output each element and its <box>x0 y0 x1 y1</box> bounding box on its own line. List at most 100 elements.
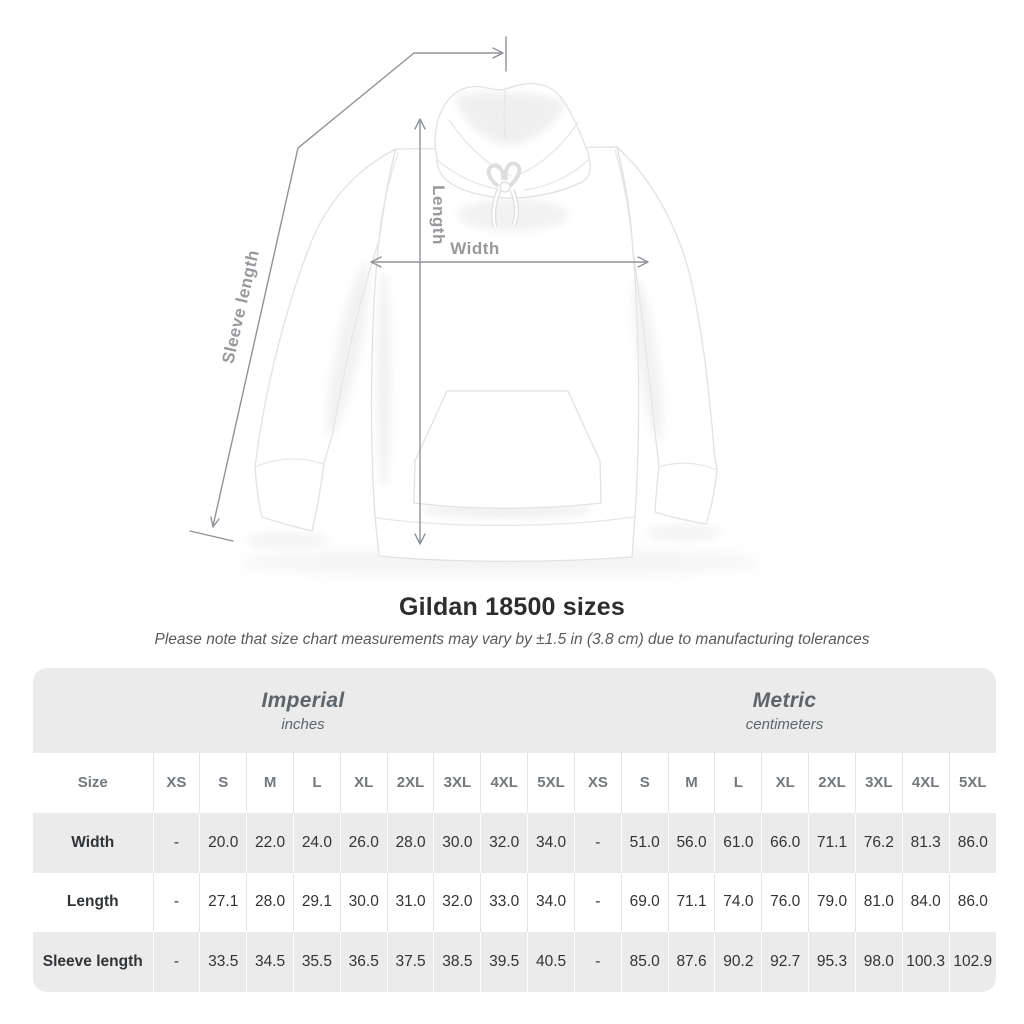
cell: 86.0 <box>948 812 996 873</box>
cell: 95.3 <box>808 932 856 992</box>
imperial-sublabel: inches <box>281 715 325 733</box>
cell: - <box>152 812 200 873</box>
cell: 100.3 <box>901 932 950 992</box>
cell: 20.0 <box>199 812 247 873</box>
cell: - <box>573 872 622 933</box>
cell: 74.0 <box>714 872 762 933</box>
cell: 98.0 <box>854 932 903 992</box>
size-header-imperial: 2XL <box>386 753 434 813</box>
width-label: Width <box>450 239 500 258</box>
cell: 24.0 <box>292 812 341 873</box>
hood-drape-right <box>523 158 590 191</box>
cell: 79.0 <box>808 872 856 933</box>
sleeve-arrowhead <box>210 516 220 528</box>
cuff-tick <box>189 530 234 542</box>
cell: 36.5 <box>339 932 388 992</box>
cell: 38.5 <box>433 932 481 992</box>
collar-arrowhead <box>492 47 504 59</box>
size-header-imperial: XL <box>339 753 388 813</box>
hoodie-measurement-diagram: Width Length Sleeve length <box>189 36 762 574</box>
cell: 39.5 <box>480 932 528 992</box>
table-row-sizes: Size XS S M L XL 2XL 3XL 4XL 5XL XS S M … <box>33 753 996 813</box>
cell: 32.0 <box>433 872 481 933</box>
cell: 34.0 <box>527 872 575 933</box>
size-table: Imperial inches Metric centimeters Size … <box>33 668 996 992</box>
size-header-metric: 2XL <box>808 753 856 813</box>
cell: 26.0 <box>339 812 388 873</box>
size-header-imperial: L <box>292 753 341 813</box>
cell: - <box>573 812 622 873</box>
size-header-metric: XS <box>573 753 622 813</box>
left-cuff-seam <box>254 458 325 468</box>
hood-drape-left <box>436 159 499 190</box>
size-header-imperial: 5XL <box>527 753 575 813</box>
page-subtitle: Please note that size chart measurements… <box>154 631 870 648</box>
cell: 81.0 <box>854 872 903 933</box>
page-title: Gildan 18500 sizes <box>399 593 625 621</box>
cell: 56.0 <box>667 812 715 873</box>
size-header-metric: 5XL <box>948 753 996 813</box>
cell: 30.0 <box>433 812 481 873</box>
width-arrowhead-right <box>637 256 649 268</box>
width-arrowhead-left <box>370 256 382 268</box>
sleeve-length-line <box>212 52 503 527</box>
cell: 71.1 <box>667 872 715 933</box>
size-header-metric: 4XL <box>901 753 950 813</box>
metric-sublabel: centimeters <box>745 715 824 733</box>
size-header-metric: 3XL <box>854 753 903 813</box>
cell: 33.5 <box>199 932 247 992</box>
size-header-imperial: M <box>246 753 294 813</box>
size-header-imperial: XS <box>152 753 200 813</box>
cell: - <box>152 932 200 992</box>
cell: 27.1 <box>199 872 247 933</box>
cell: 28.0 <box>246 872 294 933</box>
cell: 32.0 <box>480 812 528 873</box>
cell: 76.2 <box>854 812 903 873</box>
size-header-metric: S <box>620 753 669 813</box>
size-column-header: Size <box>77 774 108 792</box>
cell: 76.0 <box>761 872 809 933</box>
drawstrings <box>486 161 522 228</box>
size-header-imperial: S <box>199 753 247 813</box>
cell: 71.1 <box>808 812 856 873</box>
cell: 51.0 <box>620 812 669 873</box>
size-header-metric: L <box>714 753 762 813</box>
metric-header: Metric centimeters <box>573 668 996 753</box>
cell: 33.0 <box>480 872 528 933</box>
cell: 69.0 <box>620 872 669 933</box>
length-arrowhead-top <box>414 118 426 130</box>
size-header-imperial: 3XL <box>433 753 481 813</box>
cell: 102.9 <box>948 932 996 992</box>
measurements-table: Size XS S M L XL 2XL 3XL 4XL 5XL XS S M … <box>33 753 996 992</box>
length-arrowhead-bottom <box>414 533 426 545</box>
cell: 35.5 <box>292 932 341 992</box>
cell: - <box>152 872 200 933</box>
cell: 92.7 <box>761 932 809 992</box>
row-label-sleeve-length: Sleeve length <box>42 953 143 971</box>
hem-seam <box>375 516 635 526</box>
cell: 34.0 <box>527 812 575 873</box>
hood-opening-right <box>515 121 579 177</box>
cell: 61.0 <box>714 812 762 873</box>
table-row-width: Width - 20.0 22.0 24.0 26.0 28.0 30.0 32… <box>33 812 996 873</box>
cell: 84.0 <box>901 872 950 933</box>
cell: 87.6 <box>667 932 715 992</box>
kangaroo-pocket <box>413 390 602 509</box>
imperial-header: Imperial inches <box>33 668 573 753</box>
cell: 22.0 <box>246 812 294 873</box>
length-label: Length <box>429 185 448 245</box>
left-armhole-seam <box>378 152 399 241</box>
cell: - <box>573 932 622 992</box>
cell: 34.5 <box>246 932 294 992</box>
size-header-imperial: 4XL <box>480 753 528 813</box>
cell: 81.3 <box>901 812 950 873</box>
cell: 30.0 <box>339 872 388 933</box>
table-row-length: Length - 27.1 28.0 29.1 30.0 31.0 32.0 3… <box>33 872 996 933</box>
unit-header-band: Imperial inches Metric centimeters <box>33 668 996 753</box>
row-label-width: Width <box>71 833 115 851</box>
cell: 40.5 <box>527 932 575 992</box>
hood-center-seam <box>503 87 506 139</box>
cell: 90.2 <box>714 932 762 992</box>
imperial-label: Imperial <box>261 688 345 712</box>
